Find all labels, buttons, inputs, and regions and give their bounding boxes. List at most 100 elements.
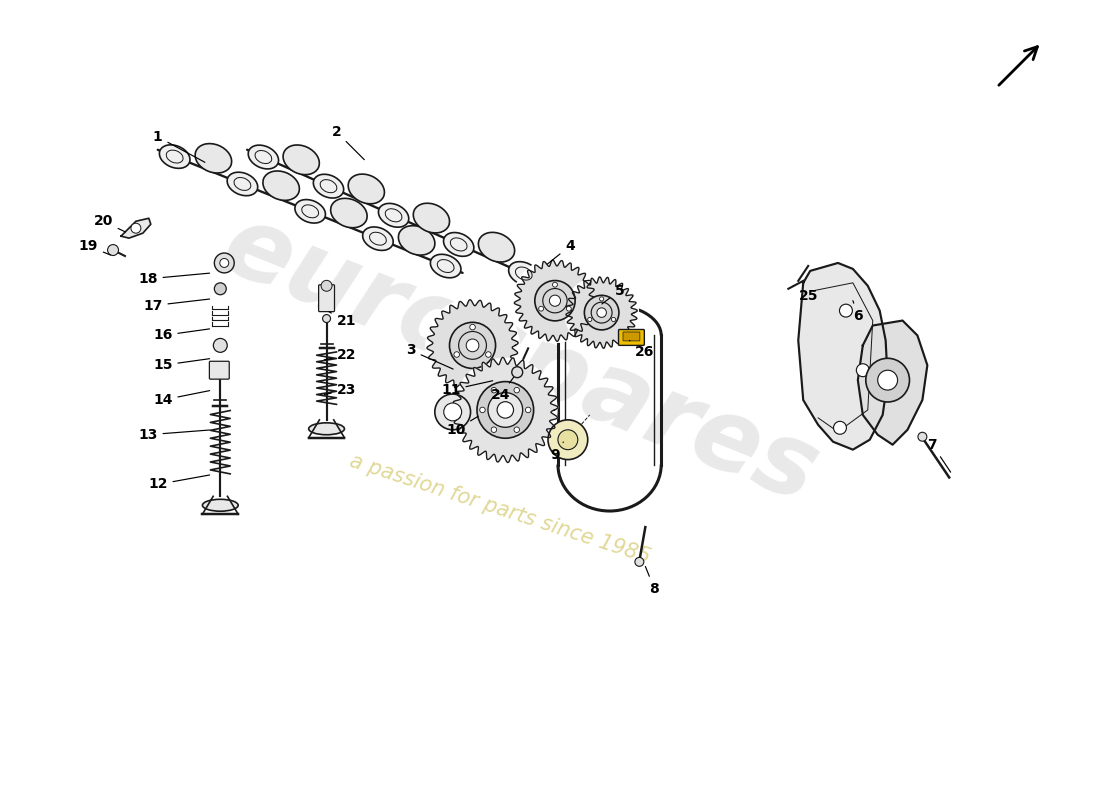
Circle shape (539, 306, 543, 311)
Text: a passion for parts since 1985: a passion for parts since 1985 (348, 451, 653, 567)
Circle shape (470, 324, 475, 330)
Text: 17: 17 (143, 298, 210, 313)
Polygon shape (566, 277, 637, 348)
Text: 18: 18 (139, 272, 210, 286)
Text: 14: 14 (153, 390, 210, 407)
Circle shape (434, 394, 471, 430)
Circle shape (477, 382, 534, 438)
Circle shape (839, 304, 853, 317)
Circle shape (322, 314, 330, 322)
Circle shape (565, 276, 638, 350)
Ellipse shape (414, 203, 450, 233)
Text: 4: 4 (547, 239, 574, 264)
Circle shape (526, 407, 531, 413)
Circle shape (514, 427, 519, 433)
Ellipse shape (331, 198, 367, 228)
Ellipse shape (443, 233, 474, 256)
Circle shape (454, 352, 460, 358)
Ellipse shape (363, 227, 393, 250)
Text: 1: 1 (153, 130, 205, 162)
Polygon shape (121, 218, 151, 238)
FancyBboxPatch shape (623, 332, 640, 341)
Circle shape (514, 387, 519, 393)
Ellipse shape (430, 254, 461, 278)
Circle shape (131, 223, 141, 233)
Text: 5: 5 (602, 284, 625, 304)
Text: 22: 22 (324, 348, 356, 362)
Circle shape (108, 245, 119, 255)
Text: 7: 7 (927, 438, 950, 472)
Text: 2: 2 (331, 125, 364, 160)
FancyBboxPatch shape (618, 330, 645, 346)
Circle shape (220, 258, 229, 267)
Circle shape (584, 295, 619, 330)
Circle shape (480, 407, 485, 413)
Text: 13: 13 (139, 428, 210, 442)
Ellipse shape (398, 226, 434, 255)
Text: 3: 3 (406, 343, 453, 369)
Text: 21: 21 (329, 312, 356, 327)
Text: 12: 12 (148, 475, 210, 491)
Circle shape (549, 295, 561, 306)
Circle shape (514, 259, 596, 342)
Text: 11: 11 (441, 381, 493, 397)
Circle shape (866, 358, 910, 402)
Ellipse shape (195, 144, 232, 173)
Circle shape (878, 370, 898, 390)
Circle shape (492, 427, 496, 433)
Ellipse shape (227, 172, 257, 196)
Polygon shape (427, 300, 518, 391)
Text: 25: 25 (793, 286, 818, 302)
Circle shape (552, 282, 558, 287)
Circle shape (453, 358, 557, 462)
Text: 9: 9 (550, 442, 563, 462)
Text: 19: 19 (78, 239, 110, 255)
Circle shape (558, 430, 578, 450)
Text: 8: 8 (646, 566, 659, 596)
Circle shape (443, 403, 462, 421)
Circle shape (566, 306, 571, 311)
Circle shape (466, 339, 478, 352)
Ellipse shape (295, 199, 326, 223)
Circle shape (917, 432, 927, 442)
FancyBboxPatch shape (209, 362, 229, 379)
Circle shape (426, 298, 519, 392)
Polygon shape (858, 321, 927, 445)
Text: 15: 15 (153, 358, 210, 372)
Ellipse shape (202, 499, 239, 511)
Circle shape (600, 297, 604, 301)
Polygon shape (799, 263, 888, 450)
Ellipse shape (314, 174, 343, 198)
Circle shape (214, 283, 227, 294)
Circle shape (488, 393, 522, 427)
Circle shape (217, 366, 224, 374)
Circle shape (535, 281, 575, 321)
Circle shape (497, 402, 514, 418)
Text: 23: 23 (324, 383, 356, 397)
Ellipse shape (263, 171, 299, 200)
Circle shape (612, 318, 616, 322)
Polygon shape (453, 358, 558, 462)
Text: 16: 16 (153, 329, 210, 342)
Circle shape (450, 322, 496, 369)
Ellipse shape (349, 174, 385, 204)
Text: eurospares: eurospares (209, 197, 832, 524)
Circle shape (214, 253, 234, 273)
Circle shape (321, 280, 332, 291)
Circle shape (512, 366, 522, 378)
Text: 24: 24 (491, 378, 514, 402)
Circle shape (635, 558, 643, 566)
Circle shape (548, 420, 587, 459)
Ellipse shape (283, 145, 319, 174)
Ellipse shape (160, 145, 190, 168)
Circle shape (857, 364, 869, 377)
Circle shape (834, 422, 846, 434)
Circle shape (492, 387, 496, 393)
Ellipse shape (508, 262, 539, 286)
Circle shape (587, 318, 592, 322)
Ellipse shape (478, 232, 515, 262)
Text: 20: 20 (94, 214, 125, 232)
Circle shape (213, 338, 228, 352)
Ellipse shape (378, 203, 409, 227)
Text: 6: 6 (852, 301, 862, 322)
